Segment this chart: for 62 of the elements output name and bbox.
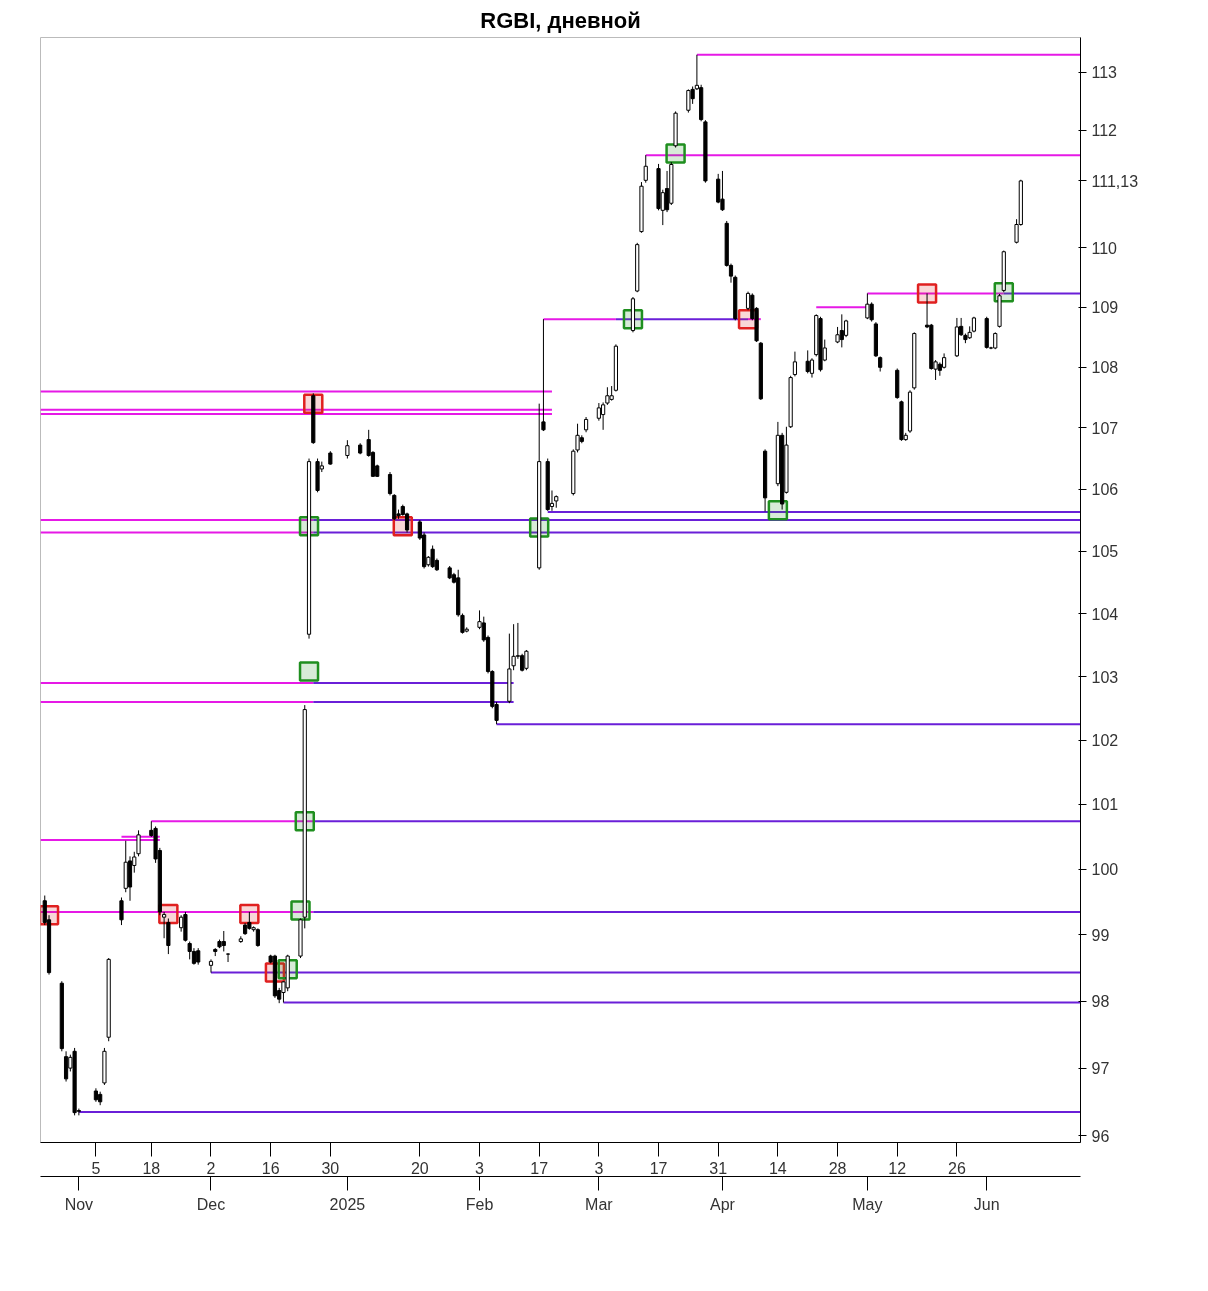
x-tick-label: 16 [261, 1159, 280, 1177]
x-tick-label: 12 [888, 1159, 907, 1177]
candlestick [119, 897, 124, 926]
x-tick-label: 31 [709, 1159, 728, 1177]
y-tick-label: 102 [1091, 732, 1119, 750]
x-tick-label: 17 [649, 1159, 668, 1177]
x-tick-label: 30 [321, 1159, 340, 1177]
x2-tick-label: Feb [465, 1195, 494, 1213]
x-tick-label: 17 [530, 1159, 549, 1177]
candlestick [225, 952, 231, 963]
y-tick-label: 107 [1091, 419, 1119, 437]
point [665, 143, 686, 164]
y-tick-label: 110 [1091, 239, 1118, 257]
candlestick [524, 649, 529, 671]
x-tick-label: 2 [206, 1159, 216, 1177]
candlestick [809, 357, 815, 379]
y-tick-label: 100 [1091, 861, 1119, 879]
candlestick [643, 154, 648, 184]
x2-tick-label: Jun [973, 1195, 1000, 1213]
x2-tick-label: Dec [196, 1195, 226, 1213]
x-tick-label: 14 [768, 1159, 787, 1177]
candlestick [869, 301, 874, 323]
candlestick [686, 88, 691, 114]
y-tick-label: 112 [1091, 122, 1118, 140]
x2-tick-label: Mar [585, 1195, 614, 1213]
y-tick-label: 109 [1091, 299, 1119, 317]
x-tick-label: 5 [91, 1159, 101, 1177]
candlestick [387, 471, 393, 496]
candlestick [720, 170, 725, 212]
candlestick [392, 493, 397, 521]
y-tick-label: 104 [1091, 605, 1119, 623]
candlestick [345, 439, 350, 460]
y-tick-label: 106 [1091, 481, 1119, 499]
x-tick-label: 18 [142, 1159, 161, 1177]
y-tick-label: 101 [1091, 796, 1119, 814]
x-tick-label: 3 [475, 1159, 485, 1177]
candlestick [208, 958, 214, 974]
x2-tick-label: Nov [64, 1195, 94, 1213]
y-tick-label: 111,13 [1091, 172, 1139, 190]
x-tick-label: 26 [947, 1159, 966, 1177]
candlestick [865, 292, 870, 320]
y-tick-label: 98 [1091, 993, 1110, 1011]
chart-title: RGBI, дневной [480, 7, 641, 33]
point [298, 661, 320, 682]
y-tick-label: 97 [1091, 1060, 1110, 1078]
x2-tick-label: 2025 [329, 1195, 366, 1213]
point [239, 903, 260, 925]
candlestick [792, 351, 798, 377]
x2-tick-label: May [852, 1195, 883, 1213]
point [916, 283, 938, 304]
y-tick-label: 99 [1091, 926, 1110, 944]
x2-tick-label: Apr [710, 1195, 736, 1213]
x-tick-label: 20 [410, 1159, 429, 1177]
y-tick-label: 105 [1091, 543, 1119, 561]
x-tick-label: 3 [594, 1159, 604, 1177]
x-tick-label: 28 [828, 1159, 847, 1177]
y-tick-label: 108 [1091, 359, 1119, 377]
y-tick-label: 113 [1091, 64, 1118, 82]
y-tick-label: 103 [1091, 668, 1119, 686]
candlestick [430, 544, 435, 569]
y-tick-label: 96 [1091, 1127, 1110, 1145]
candlestick [805, 349, 810, 374]
